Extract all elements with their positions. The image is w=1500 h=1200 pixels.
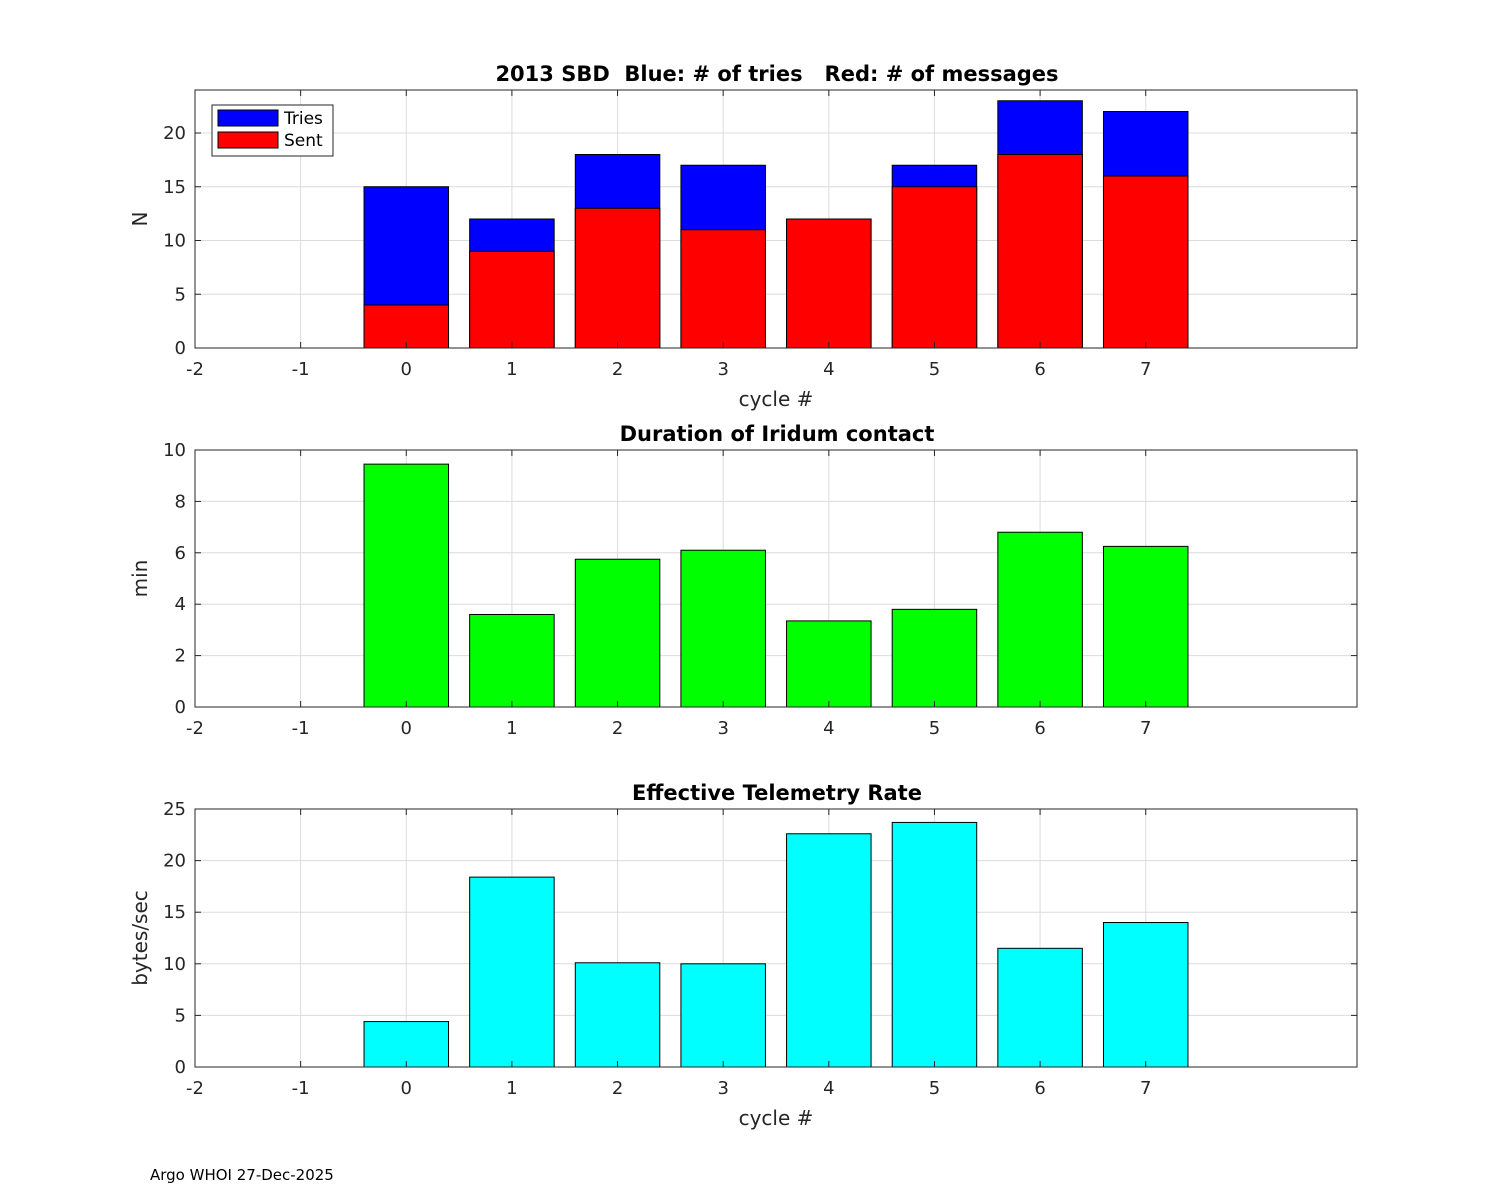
bar-rate-cycle-5	[891, 821, 978, 1068]
axes-box	[194, 89, 1358, 349]
x-tick-label: 1	[506, 359, 517, 380]
chart-panel-2: -2 -1 0 1 2 3 4 5 6 7 0 2 4 6 8 10 Duration of Iridum co…	[128, 422, 1358, 739]
bar-rate-cycle-2	[574, 962, 661, 1068]
y-axis-label: N	[128, 212, 152, 227]
x-tick-label: 2	[612, 718, 623, 739]
chart-panel-3: -2 -1 0 1 2 3 4 5 6 7 0 5 10 15 20 25 Effective Telemetr…	[128, 781, 1358, 1130]
x-tick-label: 1	[506, 718, 517, 739]
y-tick-label: 10	[163, 440, 186, 461]
x-tick-label: 7	[1140, 359, 1151, 380]
bar-sent-cycle-1	[469, 250, 555, 349]
x-tick-label: -1	[292, 359, 310, 380]
bar-duration-cycle-2	[574, 558, 661, 708]
bar-rate-cycle-1	[469, 876, 555, 1068]
y-axis-label: min	[128, 560, 152, 598]
x-tick-label: -2	[186, 359, 204, 380]
y-tick-label: 5	[175, 1005, 186, 1026]
legend-swatch-sent	[217, 131, 279, 149]
x-tick-label: 3	[717, 359, 728, 380]
chart-title: 2013 SBD Blue: # of tries Red: # of mess…	[495, 62, 1058, 86]
x-tick-label: 5	[929, 359, 940, 380]
y-tick-label: 25	[163, 799, 186, 820]
axes-box	[194, 449, 1358, 708]
x-axis-label: cycle #	[739, 1106, 814, 1130]
x-tick-label: -2	[186, 718, 204, 739]
y-tick-label: 0	[175, 697, 186, 718]
y-tick-label: 10	[163, 954, 186, 975]
chart-panel-1: -2 -1 0 1 2 3 4 5 6 7 0 5 10 15 20 2013 SBD Blue: # of …	[128, 62, 1358, 411]
y-tick-label: 15	[163, 902, 186, 923]
y-tick-label: 10	[163, 231, 186, 252]
y-axis-label: bytes/sec	[128, 890, 152, 986]
legend-swatch-tries	[217, 109, 279, 127]
bar-rate-cycle-6	[997, 947, 1083, 1068]
y-tick-label: 4	[175, 594, 186, 615]
bar-sent-cycle-0	[363, 304, 450, 349]
chart-title: Duration of Iridum contact	[620, 422, 935, 446]
x-tick-label: 5	[929, 1078, 940, 1099]
x-tick-label: -1	[292, 718, 310, 739]
x-tick-label: 6	[1034, 359, 1045, 380]
y-tick-label: 20	[163, 851, 186, 872]
y-tick-label: 15	[163, 177, 186, 198]
bar-rate-cycle-4	[786, 833, 872, 1068]
x-tick-label: 0	[401, 718, 412, 739]
x-tick-label: 6	[1034, 1078, 1045, 1099]
y-tick-label: 0	[175, 1057, 186, 1078]
x-axis-label: cycle #	[739, 387, 814, 411]
bar-duration-cycle-4	[786, 620, 872, 708]
axes-box	[194, 808, 1358, 1068]
x-tick-label: 3	[717, 1078, 728, 1099]
chart-title: Effective Telemetry Rate	[632, 781, 922, 805]
bar-sent-cycle-4	[786, 218, 872, 349]
x-tick-label: 4	[823, 359, 834, 380]
bar-duration-cycle-1	[469, 613, 555, 708]
x-tick-label: -1	[292, 1078, 310, 1099]
footer-label: Argo WHOI 27-Dec-2025	[150, 1166, 334, 1184]
bar-rate-cycle-0	[363, 1021, 450, 1068]
x-tick-label: 2	[612, 1078, 623, 1099]
x-tick-label: 3	[717, 718, 728, 739]
y-tick-label: 8	[175, 491, 186, 512]
x-tick-label: 0	[401, 1078, 412, 1099]
bar-rate-cycle-7	[1102, 922, 1189, 1068]
bar-duration-cycle-7	[1102, 545, 1189, 708]
bar-sent-cycle-6	[997, 154, 1083, 349]
x-tick-label: 4	[823, 718, 834, 739]
legend-label-tries: Tries	[283, 109, 323, 129]
x-tick-label: 7	[1140, 1078, 1151, 1099]
y-tick-label: 5	[175, 284, 186, 305]
bar-sent-cycle-2	[574, 207, 661, 349]
x-tick-label: 0	[401, 359, 412, 380]
x-tick-label: 6	[1034, 718, 1045, 739]
x-tick-label: 4	[823, 1078, 834, 1099]
bar-sent-cycle-5	[891, 186, 978, 349]
x-tick-label: 7	[1140, 718, 1151, 739]
bar-duration-cycle-0	[363, 463, 450, 708]
x-tick-label: 2	[612, 359, 623, 380]
y-tick-label: 0	[175, 338, 186, 359]
bar-duration-cycle-3	[680, 549, 766, 708]
bar-duration-cycle-6	[997, 531, 1083, 708]
bar-rate-cycle-3	[680, 963, 766, 1068]
y-tick-label: 20	[163, 123, 186, 144]
x-tick-label: 5	[929, 718, 940, 739]
bar-sent-cycle-3	[680, 229, 766, 349]
x-tick-label: -2	[186, 1078, 204, 1099]
bar-duration-cycle-5	[891, 608, 978, 708]
bar-sent-cycle-7	[1102, 175, 1189, 349]
y-tick-label: 6	[175, 543, 186, 564]
legend-label-sent: Sent	[284, 131, 323, 151]
x-tick-label: 1	[506, 1078, 517, 1099]
y-tick-label: 2	[175, 646, 186, 667]
